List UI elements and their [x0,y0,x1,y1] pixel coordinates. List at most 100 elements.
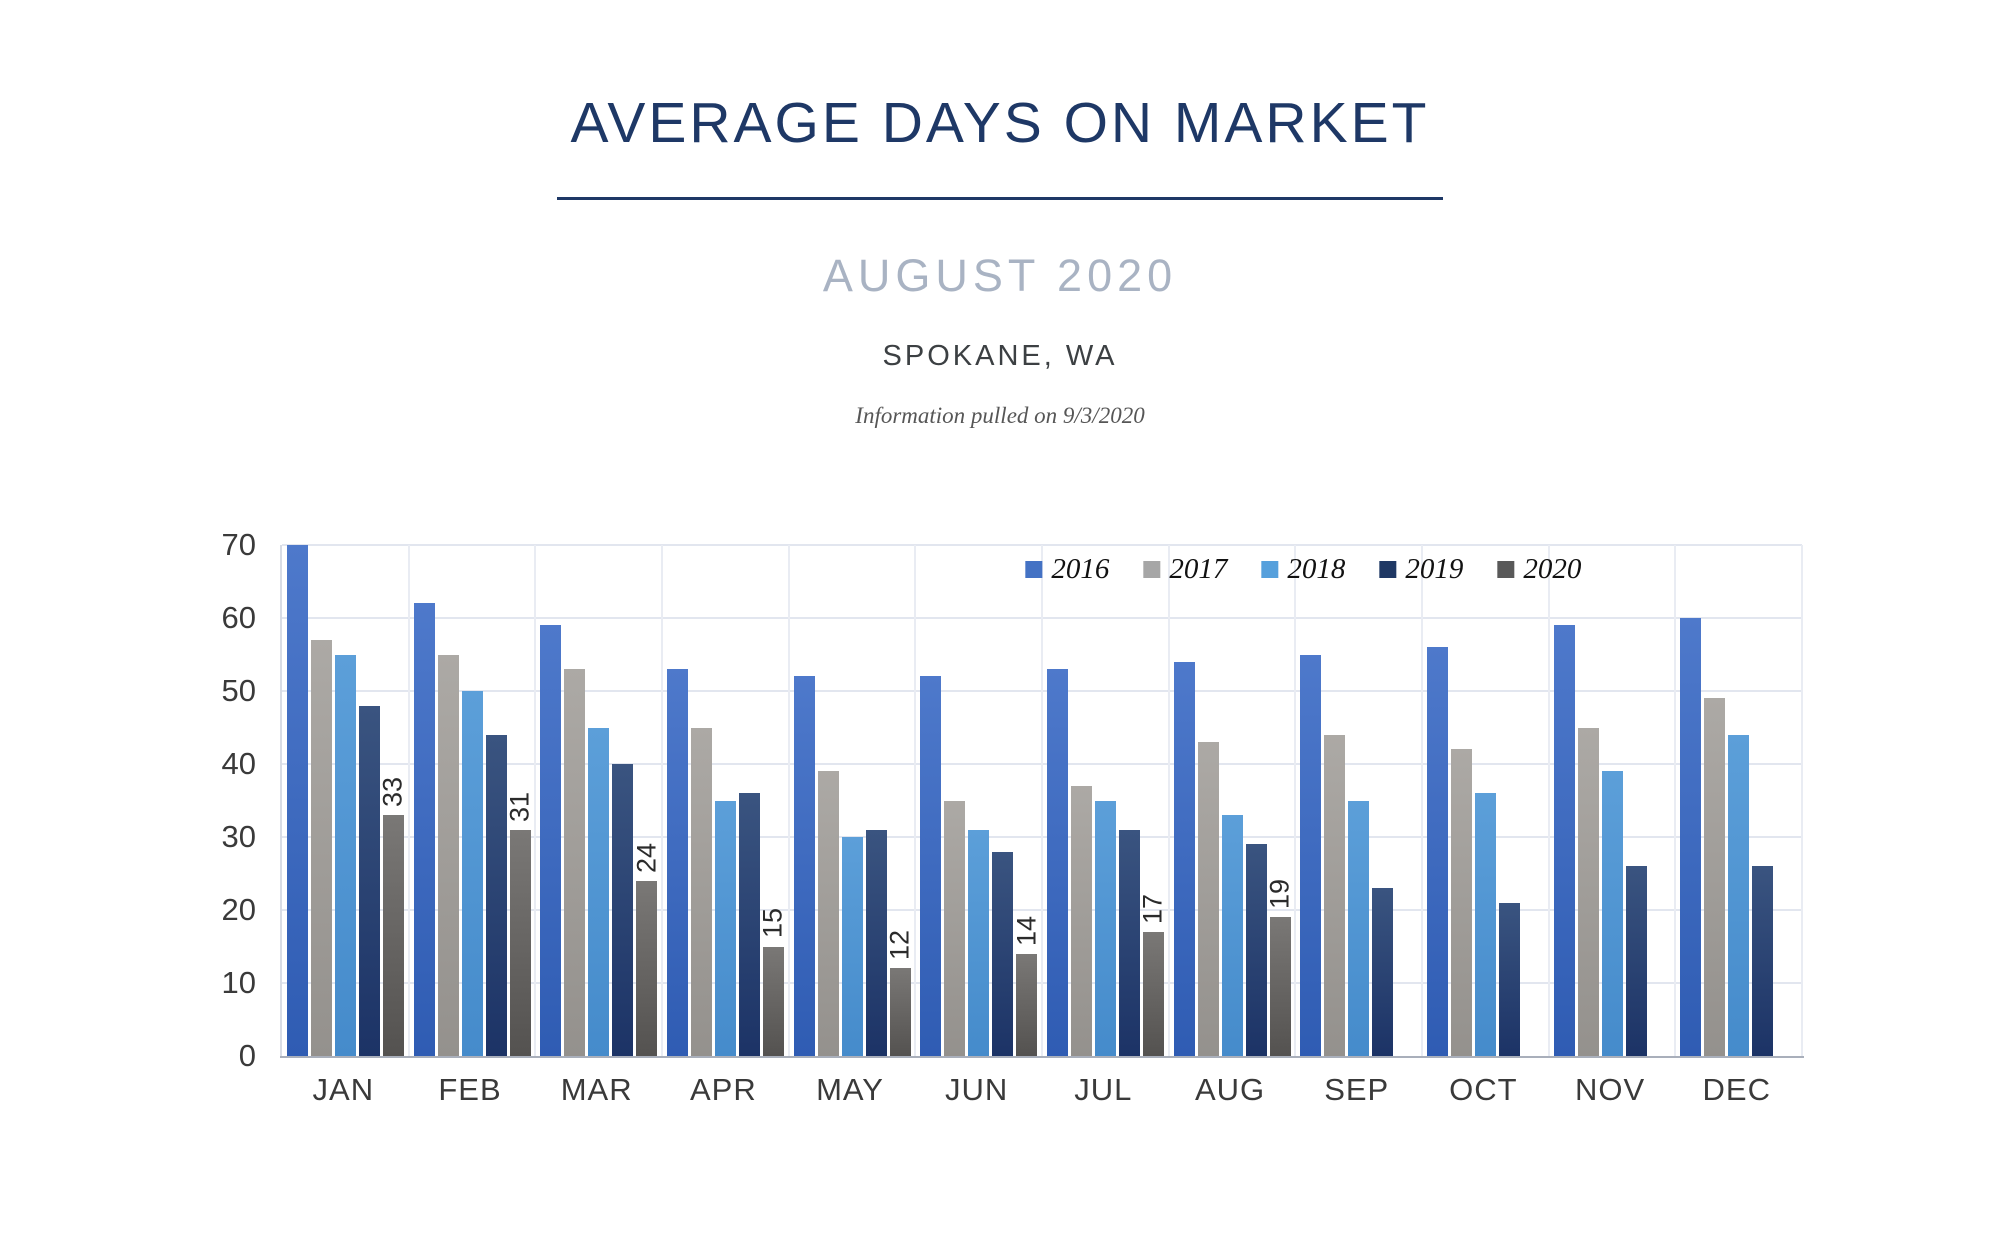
bar-slot-2016-apr [666,545,688,1056]
bar-slot-2016-may [793,545,815,1056]
y-tick-label-60: 60 [221,600,256,635]
chart-location: SPOKANE, WA [882,339,1118,372]
bar-2020-apr [762,946,784,1056]
bar-2017-oct [1450,749,1472,1056]
bar-slot-2017-sep [1324,545,1346,1056]
bar-2018-jun [968,829,990,1056]
bar-2019-sep [1372,888,1394,1056]
legend-item-2020: 2020 [1497,553,1581,586]
legend-label-2019: 2019 [1405,553,1464,585]
bar-group-jan: 33 [282,545,409,1056]
gridline-x-6 [1041,545,1043,1056]
x-axis-label-dec: DEC [1702,1072,1771,1107]
bar-2016-may [793,676,815,1056]
bar-slot-2020-jun: 14 [1011,545,1042,1056]
x-axis-label-aug: AUG [1194,1072,1266,1107]
bar-slot-2020-mar: 24 [631,545,661,1056]
bar-2019-aug [1245,844,1267,1056]
data-label-2020-jun: 14 [1011,915,1042,946]
bar-slot-2019-jan [358,545,380,1056]
bar-2018-nov [1601,771,1623,1056]
bar-slot-2016-mar [540,545,562,1056]
bar-slot-2020-apr: 15 [758,545,788,1056]
bar-slot-2017-apr [690,545,712,1056]
bar-slot-2017-jul [1070,545,1092,1056]
bar-2019-nov [1625,866,1647,1056]
bar-slot-2017-mar [564,545,586,1056]
x-axis-label-sep: SEP [1324,1072,1390,1107]
bar-2017-jul [1070,785,1092,1056]
bar-slot-2017-may [817,545,839,1056]
bar-slot-2016-feb [413,545,435,1056]
bar-2020-feb [509,829,531,1056]
bar-2020-may [889,968,911,1056]
bar-2019-may [865,829,887,1056]
bar-slot-2017-oct [1450,545,1472,1056]
bar-group-jun: 14 [915,545,1042,1056]
legend-label-2018: 2018 [1287,553,1346,585]
legend-label-2020: 2020 [1523,553,1582,585]
bar-slot-2020-may: 12 [884,545,915,1056]
gridline-x-2 [534,545,537,1056]
bar-2018-mar [588,727,610,1056]
data-label-2020-may: 12 [884,930,915,961]
bar-slot-2018-feb [461,545,483,1056]
bar-2019-apr [738,793,760,1056]
bar-2016-feb [413,603,435,1056]
bar-group-oct [1422,545,1549,1056]
x-axis-label-feb: FEB [438,1072,502,1107]
x-axis-label-jun: JUN [945,1072,1009,1107]
bar-2017-jan [310,639,332,1056]
bar-2018-oct [1474,793,1496,1056]
bar-slot-2016-sep [1300,545,1322,1056]
bar-2017-nov [1577,727,1599,1056]
bar-2019-mar [612,764,634,1056]
legend-swatch-icon-2017 [1143,561,1161,578]
y-tick-label-40: 40 [221,746,256,781]
legend-label-2016: 2016 [1051,553,1110,585]
bar-slot-2020-sep [1396,545,1417,1056]
bar-slot-2017-feb [437,545,459,1056]
bar-2020-jan [382,815,404,1056]
x-axis-label-mar: MAR [560,1072,633,1107]
bar-slot-2018-jan [334,545,356,1056]
plot-area: 0 10 20 30 40 50 60 70 33 31 24 15 12 14 17 19 2016 201… [222,527,1804,1073]
bar-slot-2018-apr [714,545,736,1056]
gridline-x-5 [914,545,917,1056]
bar-2016-oct [1426,647,1448,1056]
bar-2018-sep [1348,800,1370,1056]
chart-header: AVERAGE DAYS ON MARKET AUGUST 2020 SPOKA… [0,92,2000,429]
bar-2018-apr [714,800,736,1056]
bar-2017-dec [1704,698,1726,1056]
legend-swatch-icon-2018 [1261,561,1279,578]
legend-item-2019: 2019 [1379,553,1463,586]
gridline-x-1 [407,545,410,1056]
bar-slot-2017-jun [944,545,966,1056]
bar-slot-2016-jan [286,545,308,1056]
data-label-2020-jan: 33 [377,777,408,808]
bar-2019-feb [485,734,507,1056]
bar-slot-2016-aug [1173,545,1195,1056]
x-axis-label-apr: APR [689,1072,757,1107]
bar-2017-feb [437,654,459,1056]
x-axis-label-nov: NOV [1574,1072,1646,1107]
bar-2017-mar [564,669,586,1056]
bar-slot-2018-mar [588,545,610,1056]
bar-2017-sep [1324,734,1346,1056]
legend-item-2018: 2018 [1261,553,1345,586]
bar-group-jul: 17 [1042,545,1169,1056]
bar-2016-jul [1046,669,1068,1056]
bar-group-feb: 31 [409,545,536,1056]
bar-slot-2019-feb [485,545,507,1056]
bar-2019-dec [1752,866,1774,1056]
bar-slot-2018-nov [1601,545,1623,1056]
gridline-x-12 [1801,545,1803,1056]
legend-item-2016: 2016 [1025,553,1109,586]
x-axis-label-jul: JUL [1074,1072,1133,1107]
chart-subtitle: AUGUST 2020 [822,249,1178,301]
bar-slot-2016-jun [920,545,942,1056]
bar-slot-2020-jan: 33 [377,545,408,1056]
bar-2020-aug [1269,917,1291,1056]
bar-slot-2017-aug [1197,545,1219,1056]
